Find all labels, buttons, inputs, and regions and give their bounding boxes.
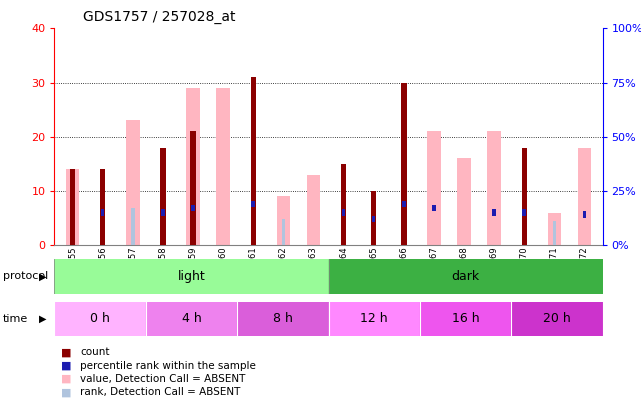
Bar [101,209,104,216]
Bar [432,205,436,211]
Bar [191,205,195,211]
Bar [427,131,440,245]
Bar [553,221,556,245]
Text: GDS1757 / 257028_at: GDS1757 / 257028_at [83,10,236,24]
Bar [402,200,406,207]
Bar [160,147,165,245]
Bar [251,77,256,245]
Text: value, Detection Call = ABSENT: value, Detection Call = ABSENT [80,374,246,384]
Bar [146,302,237,336]
Bar [342,209,345,216]
Text: 12 h: 12 h [360,312,388,326]
Text: ▶: ▶ [39,314,47,324]
Text: protocol: protocol [3,271,49,281]
Bar [420,302,511,336]
Bar [578,147,591,245]
Bar [66,169,79,245]
Bar [161,209,165,216]
Bar [126,120,140,245]
Bar [487,131,501,245]
Text: 20 h: 20 h [543,312,570,326]
Text: rank, Detection Call = ABSENT: rank, Detection Call = ABSENT [80,388,240,397]
Bar [190,131,196,245]
Bar [328,302,420,336]
Text: ■: ■ [61,388,71,397]
Text: 0 h: 0 h [90,312,110,326]
Text: light: light [178,270,205,283]
Bar [372,216,376,222]
Bar [522,147,527,245]
Text: time: time [3,314,28,324]
Bar [371,191,376,245]
Bar [306,175,320,245]
Bar [54,302,146,336]
Text: dark: dark [451,270,479,283]
Bar [328,259,603,294]
Text: 16 h: 16 h [452,312,479,326]
Bar [511,302,603,336]
Bar [401,83,406,245]
Bar [522,209,526,216]
Bar [187,88,200,245]
Bar [100,169,105,245]
Bar [276,196,290,245]
Bar [217,88,230,245]
Text: ■: ■ [61,374,71,384]
Bar [54,259,328,294]
Text: 8 h: 8 h [273,312,293,326]
Text: ■: ■ [61,347,71,357]
Text: 4 h: 4 h [181,312,201,326]
Bar [237,302,328,336]
Text: count: count [80,347,110,357]
Bar [583,211,587,218]
Bar [131,208,135,245]
Bar [547,213,561,245]
Bar [281,219,285,245]
Bar [71,213,74,245]
Bar [70,169,75,245]
Bar [457,158,470,245]
Bar [492,209,496,216]
Text: percentile rank within the sample: percentile rank within the sample [80,361,256,371]
Text: ■: ■ [61,361,71,371]
Bar [251,200,255,207]
Bar [341,164,346,245]
Bar [191,208,195,245]
Text: ▶: ▶ [39,271,47,281]
